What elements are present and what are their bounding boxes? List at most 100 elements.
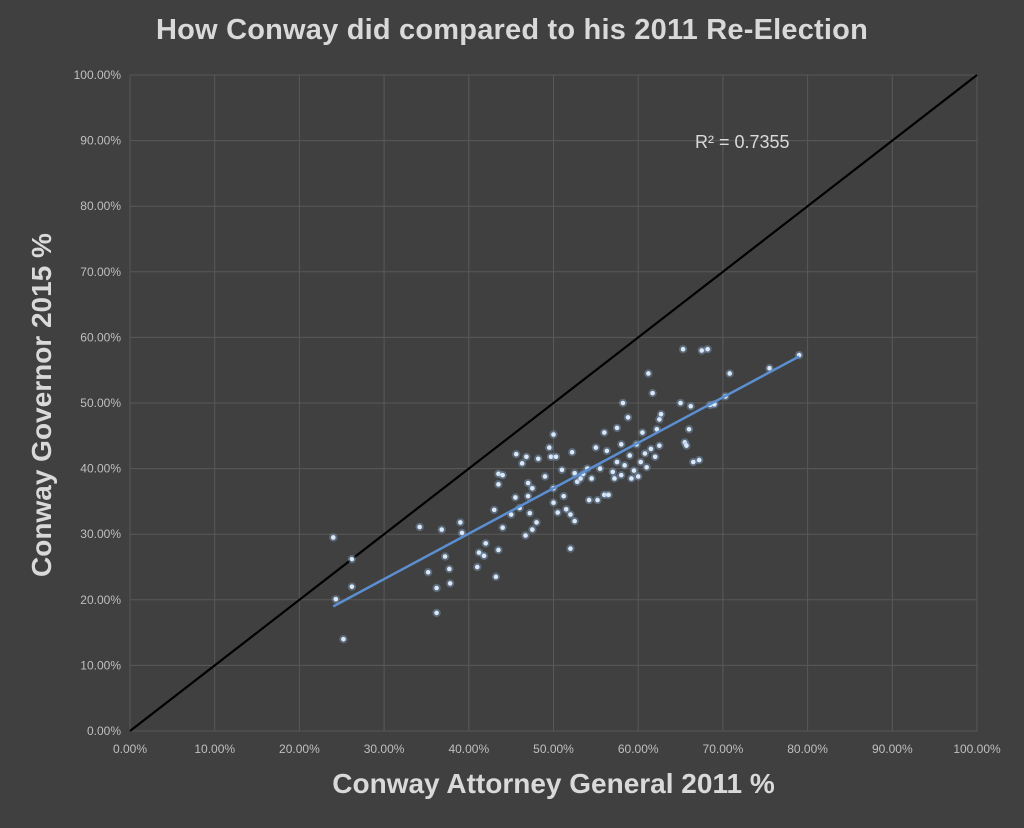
data-point <box>727 371 732 376</box>
data-point <box>513 451 519 457</box>
data-point <box>606 492 611 498</box>
y-tick-label: 50.00% <box>80 396 121 410</box>
y-tick-label: 20.00% <box>80 593 121 607</box>
data-point <box>612 476 617 481</box>
data-point <box>434 610 439 616</box>
data-point <box>705 346 710 352</box>
data-point <box>686 426 692 432</box>
data-point <box>513 495 518 500</box>
data-point <box>638 459 644 465</box>
data-point <box>535 456 541 462</box>
trendline <box>332 355 800 608</box>
data-point <box>589 476 594 481</box>
data-point <box>500 525 505 530</box>
data-point <box>341 636 346 642</box>
data-point <box>333 596 339 602</box>
y-tick-label: 0.00% <box>87 724 121 738</box>
data-point <box>330 535 336 540</box>
data-point <box>622 463 627 468</box>
data-point <box>635 474 641 479</box>
data-point <box>578 476 583 481</box>
data-point <box>618 472 624 478</box>
y-axis-ticks: 0.00% 10.00% 20.00% 30.00% 40.00% 50.00% 60.00… <box>74 68 122 738</box>
data-point <box>525 493 531 499</box>
data-point <box>551 432 556 437</box>
data-point <box>658 411 664 417</box>
data-point <box>620 400 626 406</box>
data-point <box>530 485 535 491</box>
x-tick-label: 90.00% <box>872 742 913 756</box>
data-point <box>523 533 528 538</box>
data-point <box>425 569 431 575</box>
data-point <box>525 480 531 486</box>
data-point <box>650 390 655 396</box>
data-point <box>563 506 569 512</box>
data-point <box>524 454 529 460</box>
data-points <box>329 345 804 644</box>
data-point <box>493 574 499 580</box>
data-point <box>586 497 592 503</box>
data-point <box>593 445 599 450</box>
data-point <box>614 459 620 465</box>
y-tick-label: 30.00% <box>80 527 121 541</box>
linear-trendline <box>332 355 800 608</box>
data-point <box>459 530 465 536</box>
data-point <box>597 466 603 471</box>
data-point <box>476 550 482 555</box>
data-point <box>629 476 634 481</box>
data-point <box>574 479 580 485</box>
x-tick-label: 20.00% <box>279 742 320 756</box>
data-point <box>553 454 559 460</box>
data-point <box>555 510 561 515</box>
data-point <box>500 472 505 478</box>
data-point <box>652 454 658 460</box>
data-point <box>678 400 683 406</box>
data-point <box>618 442 624 447</box>
chart-title: How Conway did compared to his 2011 Re-E… <box>156 14 868 46</box>
data-point <box>602 492 607 498</box>
data-point <box>680 346 686 352</box>
data-point <box>349 556 355 562</box>
data-point <box>644 464 649 470</box>
gridlines <box>129 74 978 732</box>
y-axis-title: Conway Governor 2015 % <box>26 233 57 577</box>
data-point <box>657 443 662 448</box>
data-point <box>527 510 533 516</box>
data-point <box>627 453 633 458</box>
data-point <box>559 467 565 473</box>
x-tick-label: 60.00% <box>618 742 659 756</box>
data-point <box>474 564 480 570</box>
y-equals-x-line <box>129 74 978 732</box>
data-point <box>496 547 501 553</box>
data-point <box>604 448 610 454</box>
data-point <box>439 527 444 532</box>
data-point <box>646 371 651 376</box>
data-point <box>657 417 662 422</box>
data-point <box>496 482 501 487</box>
data-point <box>654 426 660 432</box>
y-tick-label: 70.00% <box>80 265 121 279</box>
data-point <box>447 581 453 586</box>
reference-line <box>129 74 978 732</box>
data-point <box>434 585 439 591</box>
x-axis-title: Conway Attorney General 2011 % <box>332 768 775 799</box>
data-point <box>568 512 573 517</box>
data-point <box>447 566 452 572</box>
x-tick-label: 80.00% <box>787 742 828 756</box>
data-point <box>684 443 689 448</box>
r-squared-label: R² = 0.7355 <box>695 132 790 152</box>
x-tick-label: 30.00% <box>364 742 405 756</box>
data-point <box>508 512 514 517</box>
data-point <box>519 461 525 466</box>
x-tick-label: 40.00% <box>448 742 489 756</box>
data-point <box>491 507 497 513</box>
data-point <box>602 430 607 435</box>
data-point <box>767 365 772 371</box>
data-point <box>572 518 577 524</box>
data-point <box>496 471 501 477</box>
data-point <box>595 497 600 503</box>
data-point <box>610 469 616 475</box>
data-point <box>534 520 539 525</box>
